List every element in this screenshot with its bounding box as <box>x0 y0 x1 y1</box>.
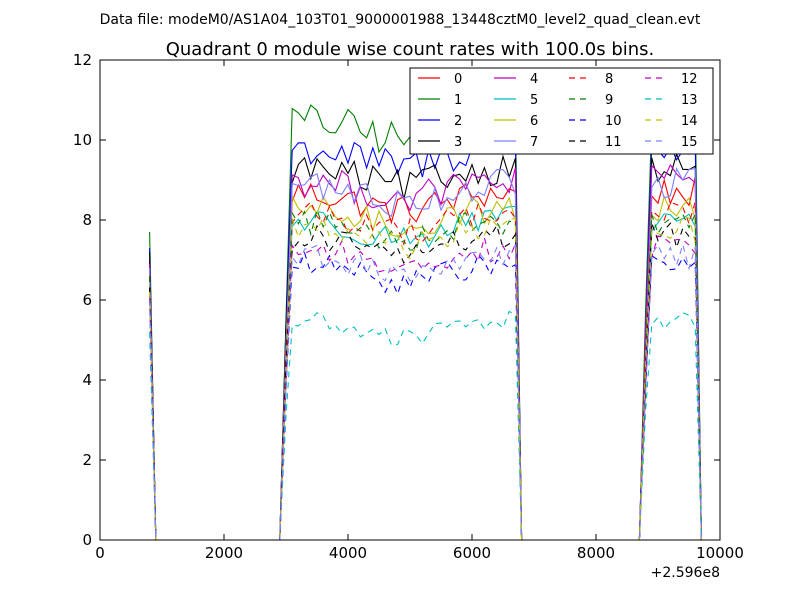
series-line-8 <box>149 200 702 541</box>
legend-item-8: 8 <box>569 72 613 87</box>
legend-label: 11 <box>605 135 622 150</box>
legend-item-0: 0 <box>418 72 462 87</box>
legend-label: 5 <box>530 93 538 108</box>
legend-item-5: 5 <box>494 93 538 108</box>
x-tick-label: 6000 <box>453 544 491 562</box>
legend-item-6: 6 <box>494 114 538 129</box>
y-tick-label: 4 <box>82 371 92 389</box>
legend-label: 14 <box>681 114 698 129</box>
legend-label: 13 <box>681 93 698 108</box>
legend-label: 9 <box>605 93 613 108</box>
legend-box <box>409 67 714 155</box>
legend-item-15: 15 <box>645 135 698 150</box>
x-tick-label: 10000 <box>696 544 744 562</box>
legend-label: 2 <box>454 114 462 129</box>
y-tick-label: 12 <box>73 51 92 69</box>
legend-item-12: 12 <box>645 72 698 87</box>
x-tick-label: 0 <box>95 544 105 562</box>
legend-label: 0 <box>454 72 462 87</box>
legend-label: 12 <box>681 72 698 87</box>
legend-label: 1 <box>454 93 462 108</box>
legend-item-14: 14 <box>645 114 698 129</box>
legend-label: 8 <box>605 72 613 87</box>
legend-label: 3 <box>454 135 462 150</box>
y-tick-label: 8 <box>82 211 92 229</box>
series-line-4 <box>149 163 702 541</box>
series-line-15 <box>149 242 702 541</box>
x-offset-label: +2.596e8 <box>651 565 720 581</box>
legend-item-9: 9 <box>569 93 613 108</box>
x-tick-label: 2000 <box>205 544 243 562</box>
series-line-11 <box>149 222 702 541</box>
legend-label: 10 <box>605 114 622 129</box>
legend-item-13: 13 <box>645 93 698 108</box>
y-tick-label: 10 <box>73 131 92 149</box>
series-line-7 <box>149 167 702 541</box>
legend-label: 15 <box>681 135 698 150</box>
legend-label: 6 <box>530 114 538 129</box>
series-line-14 <box>149 215 702 541</box>
series-line-13 <box>149 310 702 541</box>
legend-item-4: 4 <box>494 72 538 87</box>
series-line-10 <box>149 251 702 541</box>
legend-item-10: 10 <box>569 114 622 129</box>
legend-item-11: 11 <box>569 135 622 150</box>
legend-label: 4 <box>530 72 538 87</box>
legend-label: 7 <box>530 135 538 150</box>
chart-suptitle: Data file: modeM0/AS1A04_103T01_90000019… <box>100 12 701 28</box>
legend-item-1: 1 <box>418 93 462 108</box>
y-tick-label: 2 <box>82 451 92 469</box>
x-tick-label: 4000 <box>329 544 367 562</box>
legend-item-7: 7 <box>494 135 538 150</box>
legend-item-2: 2 <box>418 114 462 129</box>
y-tick-label: 6 <box>82 291 92 309</box>
legend-item-3: 3 <box>418 135 462 150</box>
y-tick-label: 0 <box>82 531 92 549</box>
x-tick-label: 8000 <box>577 544 615 562</box>
chart-title: Quadrant 0 module wise count rates with … <box>166 39 655 60</box>
